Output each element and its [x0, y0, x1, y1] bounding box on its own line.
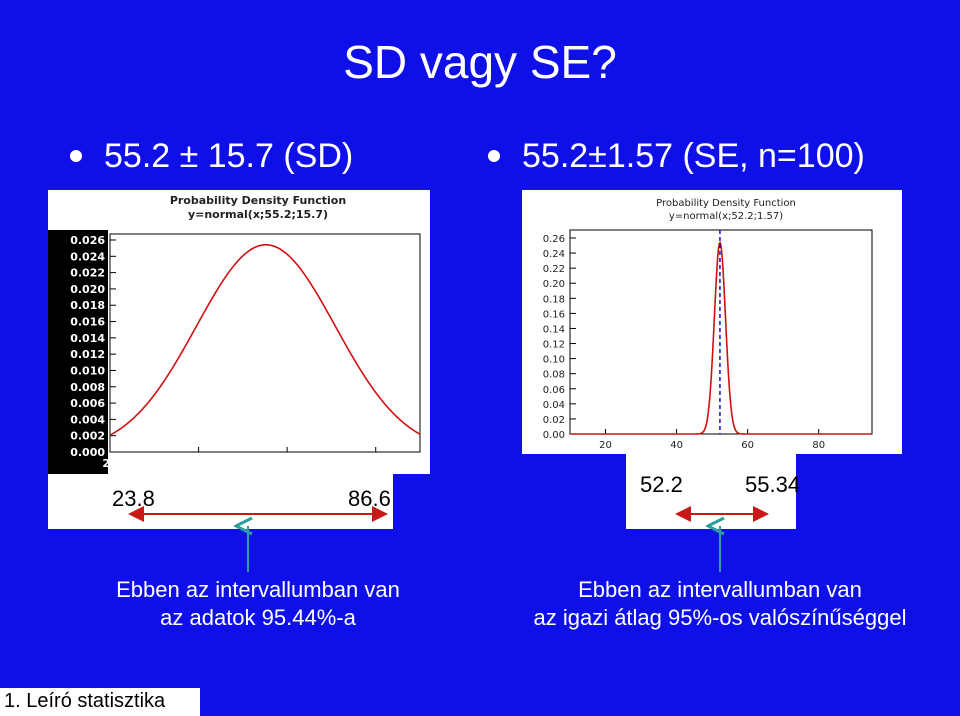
plot-frame	[569, 229, 873, 435]
footer-bar: 1. Leíró statisztika	[0, 688, 200, 716]
y-tick-label: 0.18	[543, 294, 565, 305]
y-tick-label: 0.08	[543, 370, 565, 381]
y-tick-label: 0.018	[70, 299, 105, 312]
caption-se-line1: Ebben az intervallumban van	[578, 577, 862, 602]
se-density-chart: Probability Density Function y=normal(x;5…	[543, 198, 873, 451]
density-curve	[109, 244, 421, 436]
y-tick-label: 0.26	[543, 234, 565, 245]
bullet-dot	[488, 150, 500, 162]
x-tick-label: 80	[812, 440, 825, 451]
y-tick-label: 0.10	[543, 355, 565, 366]
y-tick-label: 0.004	[70, 413, 105, 426]
chart-subtitle: y=normal(x;55.2;15.7)	[188, 208, 328, 221]
y-tick-label: 0.012	[70, 348, 105, 361]
density-curve	[570, 241, 872, 435]
y-tick-label: 0.022	[70, 267, 105, 280]
sd-chart-panel: Probability Density Function y=normal(x;5…	[48, 190, 430, 482]
se-chart-panel: Probability Density Function y=normal(x;5…	[522, 190, 902, 454]
y-tick-label: 0.006	[70, 397, 105, 410]
y-tick-label: 0.24	[543, 249, 565, 260]
caption-se: Ebben az intervallumban van az igazi átl…	[500, 576, 940, 632]
y-tick-label: 0.008	[70, 381, 105, 394]
axis-band	[48, 230, 108, 482]
y-tick-label: 0.16	[543, 309, 565, 320]
y-tick-label: 0.06	[543, 385, 565, 396]
y-tick-label: 0.14	[543, 324, 565, 335]
bullet-se: 55.2±1.57 (SE, n=100)	[522, 137, 865, 175]
bullet-dot	[70, 150, 82, 162]
y-tick-label: 0.026	[70, 234, 105, 247]
y-tick-label: 0.002	[70, 430, 105, 443]
x-tick-label: 60	[741, 440, 754, 451]
y-tick-label: 0.010	[70, 364, 105, 377]
caption-sd: Ebben az intervallumban van az adatok 95…	[48, 576, 468, 632]
x-tick-label: 80	[368, 457, 384, 470]
x-tick-label: 40	[191, 457, 207, 470]
y-tick-label: 0.016	[70, 316, 105, 329]
plot-frame	[109, 233, 421, 453]
se-range-high: 55.34	[745, 472, 801, 497]
y-tick-label: 0.20	[543, 279, 565, 290]
x-tick-label: 20	[599, 440, 612, 451]
y-tick-label: 0.014	[70, 332, 105, 345]
y-tick-label: 0.000	[70, 446, 105, 459]
chart-title: Probability Density Function	[170, 194, 346, 207]
caption-se-line2: az igazi átlag 95%-os valószínűséggel	[533, 605, 907, 630]
x-tick-label: 60	[279, 457, 295, 470]
y-tick-label: 0.12	[543, 340, 565, 351]
slide-title: SD vagy SE?	[343, 36, 617, 88]
bullet-sd: 55.2 ± 15.7 (SD)	[104, 137, 354, 175]
y-tick-label: 0.00	[543, 430, 565, 441]
y-tick-label: 0.02	[543, 415, 565, 426]
caption-sd-line1: Ebben az intervallumban van	[116, 577, 400, 602]
chart-title: Probability Density Function	[656, 198, 796, 209]
y-tick-label: 0.020	[70, 283, 105, 296]
y-tick-label: 0.22	[543, 264, 565, 275]
sd-density-chart: Probability Density Functiony=normal(x;5…	[48, 194, 421, 482]
x-tick-label: 20	[102, 457, 118, 470]
footer-text: 1. Leíró statisztika	[4, 690, 166, 712]
se-range-low: 52.2	[640, 472, 683, 497]
chart-subtitle: y=normal(x;52.2;1.57)	[669, 211, 783, 222]
caption-sd-line2: az adatok 95.44%-a	[160, 605, 356, 630]
y-tick-label: 0.024	[70, 250, 105, 263]
y-tick-label: 0.04	[543, 400, 565, 411]
x-tick-label: 40	[670, 440, 683, 451]
